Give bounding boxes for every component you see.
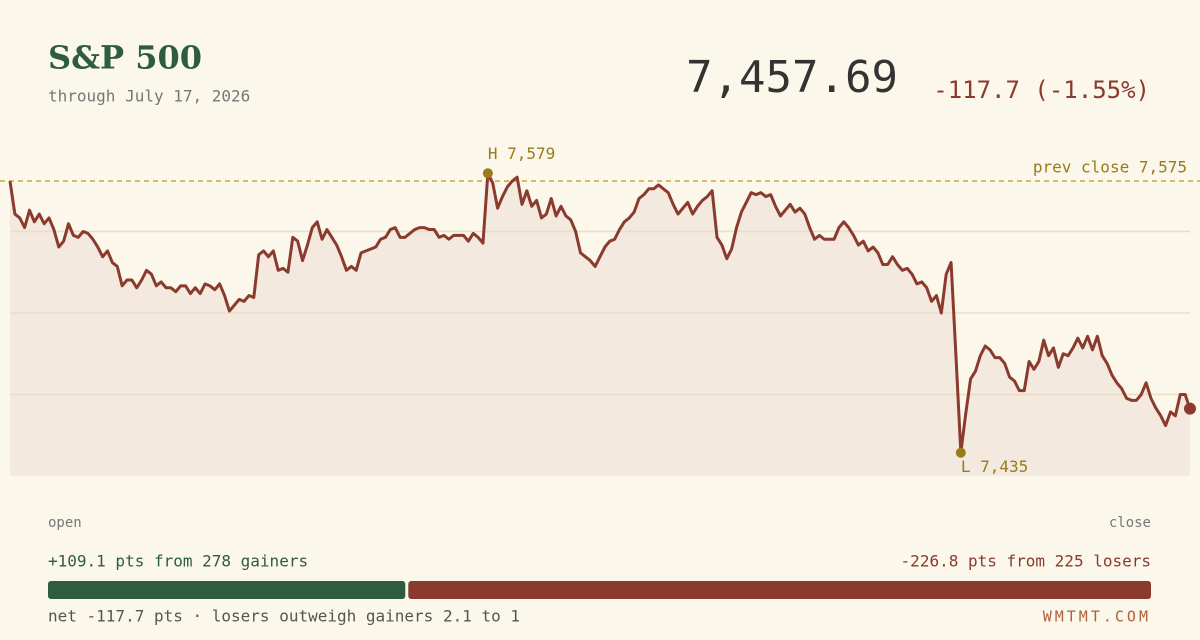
losers-label: -226.8 pts from 225 losers xyxy=(901,552,1151,571)
high-label: H 7,579 xyxy=(488,144,555,163)
chart-title: S&P 500 xyxy=(48,39,202,77)
price: 7,457.69 xyxy=(686,52,898,103)
losers-bar xyxy=(408,581,1152,599)
low-marker xyxy=(955,447,966,458)
high-marker xyxy=(482,168,493,179)
change: -117.7 (-1.55%) xyxy=(933,76,1150,104)
net-label: net -117.7 pts · losers outweigh gainers… xyxy=(48,607,520,626)
close-marker xyxy=(1184,402,1196,415)
gainers-bar xyxy=(48,581,406,599)
prev-close-label: prev close 7,575 xyxy=(1033,158,1187,177)
subtitle: through July 17, 2026 xyxy=(48,87,250,106)
price-line xyxy=(8,171,1192,455)
gainers-label: +109.1 pts from 278 gainers xyxy=(48,552,308,571)
low-label: L 7,435 xyxy=(961,457,1028,476)
brand: WMTMT.COM xyxy=(1043,608,1151,626)
x-start-label: open xyxy=(48,515,82,531)
x-end-label: close xyxy=(1109,515,1151,531)
area xyxy=(10,173,1190,477)
